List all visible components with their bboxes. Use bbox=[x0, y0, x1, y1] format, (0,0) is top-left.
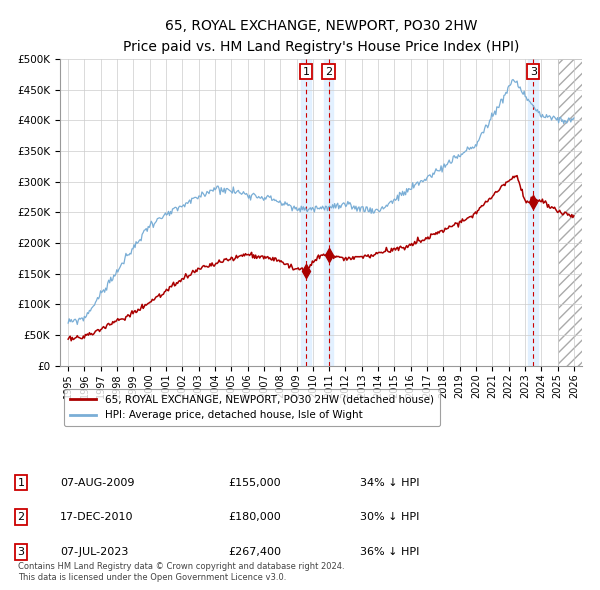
Bar bbox=[529, 59, 538, 366]
Text: £267,400: £267,400 bbox=[228, 547, 281, 557]
Text: 2: 2 bbox=[17, 512, 25, 522]
Text: 17-DEC-2010: 17-DEC-2010 bbox=[60, 512, 133, 522]
Legend: 65, ROYAL EXCHANGE, NEWPORT, PO30 2HW (detached house), HPI: Average price, deta: 65, ROYAL EXCHANGE, NEWPORT, PO30 2HW (d… bbox=[64, 389, 440, 427]
Text: £155,000: £155,000 bbox=[228, 477, 281, 487]
Bar bbox=[557, 59, 582, 366]
Bar bbox=[323, 59, 334, 366]
Text: 07-AUG-2009: 07-AUG-2009 bbox=[60, 477, 134, 487]
Text: 3: 3 bbox=[530, 67, 537, 77]
Text: 1: 1 bbox=[17, 477, 25, 487]
Text: 1: 1 bbox=[303, 67, 310, 77]
Bar bbox=[301, 59, 311, 366]
Text: £180,000: £180,000 bbox=[228, 512, 281, 522]
Title: 65, ROYAL EXCHANGE, NEWPORT, PO30 2HW
Price paid vs. HM Land Registry's House Pr: 65, ROYAL EXCHANGE, NEWPORT, PO30 2HW Pr… bbox=[123, 19, 519, 54]
Text: 30% ↓ HPI: 30% ↓ HPI bbox=[360, 512, 419, 522]
Text: 3: 3 bbox=[17, 547, 25, 557]
Text: 2: 2 bbox=[325, 67, 332, 77]
Text: Contains HM Land Registry data © Crown copyright and database right 2024.
This d: Contains HM Land Registry data © Crown c… bbox=[18, 562, 344, 582]
Text: 34% ↓ HPI: 34% ↓ HPI bbox=[360, 477, 419, 487]
Text: 36% ↓ HPI: 36% ↓ HPI bbox=[360, 547, 419, 557]
Text: 07-JUL-2023: 07-JUL-2023 bbox=[60, 547, 128, 557]
